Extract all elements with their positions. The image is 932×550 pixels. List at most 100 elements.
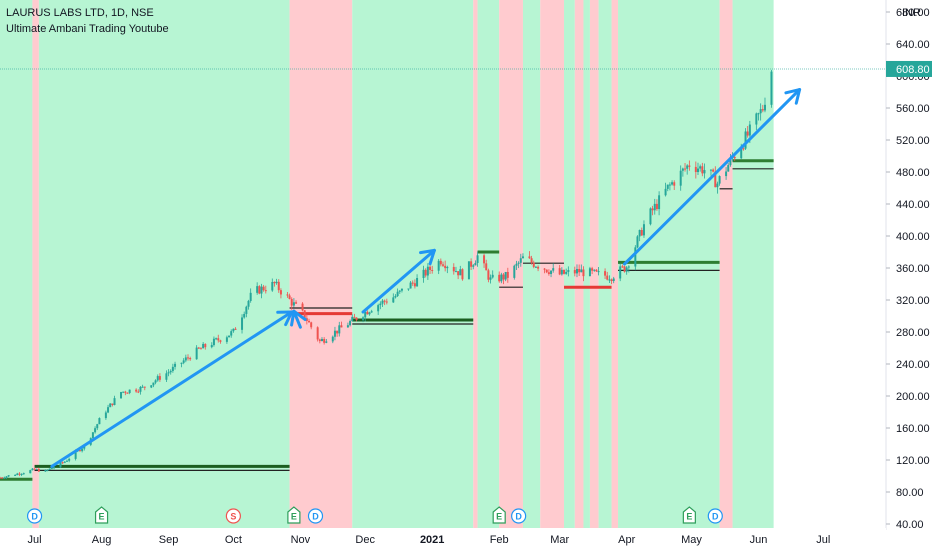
candle-down (461, 269, 464, 280)
candle-down (290, 298, 293, 306)
candle-down (295, 302, 298, 304)
dividend-icon (511, 508, 527, 524)
candle-up (686, 165, 689, 169)
sell-zone (574, 0, 584, 528)
x-axis-ticks: Jul Aug Sep Oct Nov Dec 2021 Feb Mar Apr May Jun Jul (28, 534, 831, 546)
candle-up (567, 270, 570, 272)
trend-arrow (50, 310, 294, 468)
candle-down (33, 468, 36, 470)
candle-up (5, 476, 8, 478)
candle-up (459, 269, 462, 276)
candle-up (550, 270, 553, 275)
candle-up (174, 363, 177, 367)
candle-up (245, 306, 248, 314)
candle-up (122, 391, 125, 393)
candle-down (623, 266, 626, 272)
candle-up (653, 203, 656, 211)
candle-up (139, 386, 142, 392)
chart-subtitle: Ultimate Ambani Trading Youtube (6, 23, 169, 35)
candle-up (150, 385, 153, 388)
earnings-icon (492, 506, 506, 524)
candle-up (113, 398, 116, 405)
sell-zone (719, 0, 733, 528)
candle-down (424, 269, 427, 276)
candle-down (1, 477, 4, 479)
candle-up (718, 176, 721, 184)
candle-up (770, 71, 773, 105)
candle-up (748, 124, 751, 136)
candle-up (107, 407, 110, 413)
candle-up (597, 271, 600, 273)
candle-down (591, 268, 594, 271)
candle-down (742, 148, 745, 150)
x-tick-label: Sep (159, 534, 179, 546)
candle-up (392, 297, 395, 303)
candle-up (50, 468, 53, 470)
candle-down (651, 208, 654, 211)
candle-down (442, 264, 444, 266)
y-tick-label: 560.00 (896, 103, 930, 115)
dividend-icon (307, 508, 324, 524)
candle-down (277, 281, 280, 291)
candle-up (152, 382, 155, 386)
candle-down (0, 477, 1, 479)
candle-up (513, 265, 516, 278)
candle-up (16, 473, 19, 476)
candle-down (573, 270, 576, 274)
candle-up (394, 296, 397, 298)
trend-arrow (623, 88, 802, 266)
candle-down (219, 340, 222, 342)
candlesticks (0, 69, 773, 479)
candle-up (182, 360, 185, 363)
candle-up (364, 311, 367, 318)
trend-arrows (50, 88, 802, 468)
candle-up (534, 266, 537, 268)
sell-zone (589, 0, 599, 528)
candle-down (714, 171, 717, 188)
arrow-head (284, 310, 294, 327)
candle-up (212, 338, 215, 346)
candle-down (308, 320, 311, 323)
candle-down (558, 268, 561, 275)
candle-up (619, 266, 622, 279)
x-tick-label: Aug (92, 534, 112, 546)
candle-up (230, 331, 233, 336)
y-tick-label: 240.00 (896, 359, 930, 371)
candle-up (709, 169, 712, 171)
x-axis-panel[interactable] (0, 528, 886, 550)
candle-down (204, 343, 207, 348)
candle-down (336, 330, 339, 334)
candle-up (634, 247, 637, 267)
candle-down (640, 230, 643, 236)
x-tick-label: Apr (618, 534, 635, 546)
candle-down (470, 261, 473, 267)
candle-down (111, 403, 114, 405)
trend-arrow (361, 248, 436, 314)
candle-down (483, 255, 486, 264)
arrow-head (784, 88, 802, 95)
candle-down (279, 290, 282, 295)
candle-up (260, 286, 263, 294)
candle-down (733, 156, 736, 159)
candle-up (491, 274, 494, 278)
candle-down (429, 266, 432, 270)
candle-down (457, 271, 460, 276)
candle-up (500, 274, 503, 282)
candle-up (243, 313, 246, 318)
candle-down (355, 317, 358, 320)
y-tick-label: 280.00 (896, 327, 930, 339)
candle-up (612, 278, 615, 282)
candle-up (44, 470, 47, 472)
x-tick-label: Mar (550, 534, 569, 546)
candle-up (228, 335, 231, 338)
y-axis-panel[interactable] (886, 0, 932, 550)
candle-up (400, 288, 403, 291)
candle-up (331, 336, 334, 342)
x-tick-label: 2021 (420, 534, 444, 546)
candle-up (759, 109, 762, 114)
candle-up (699, 166, 702, 169)
candle-up (346, 325, 349, 328)
dividend-icon (707, 508, 723, 524)
candle-up (63, 461, 66, 463)
